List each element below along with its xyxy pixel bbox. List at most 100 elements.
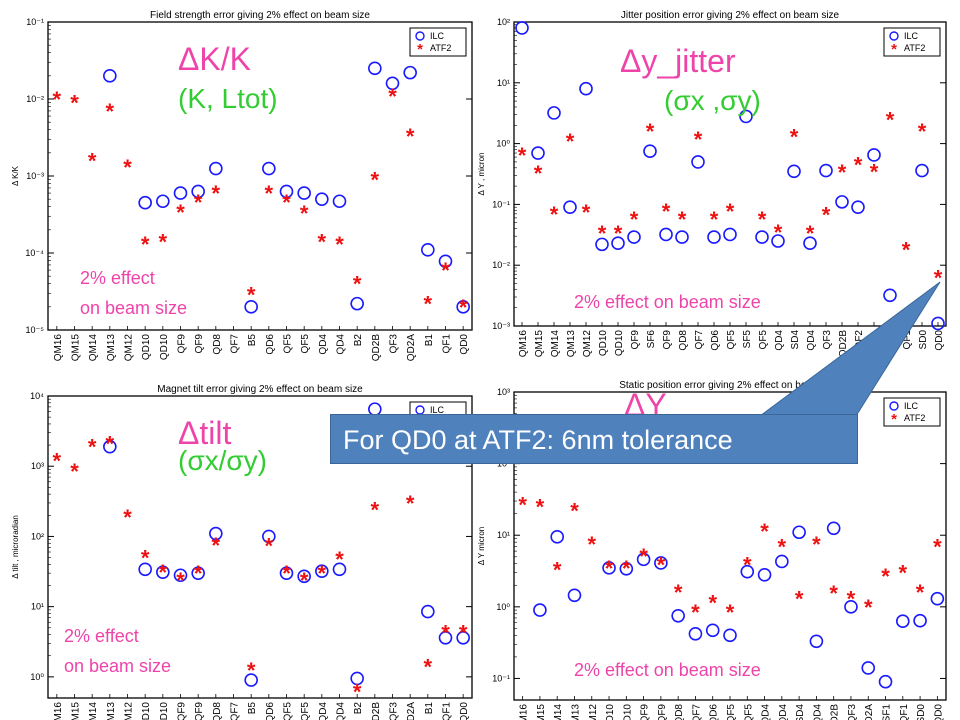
ilc-point — [156, 194, 170, 209]
atf2-point: * — [335, 232, 344, 257]
atf2-point: * — [141, 232, 150, 257]
y-tick-label: 10⁻⁵ — [26, 325, 45, 335]
annotation-note: 2% effect on beam size — [574, 660, 761, 680]
atf2-point: * — [829, 581, 838, 606]
x-tick-label: QM13 — [570, 704, 581, 720]
y-tick-label: 10⁻¹ — [492, 673, 510, 683]
ilc-point — [456, 300, 470, 314]
atf2-point: * — [570, 499, 579, 524]
ilc-point — [861, 661, 876, 675]
ilc-point — [315, 564, 329, 578]
ilc-point — [930, 591, 945, 606]
x-tick-label: QF7 — [691, 704, 702, 720]
x-tick-label: QM12 — [124, 702, 135, 720]
annotation-title: Δtilt — [178, 415, 231, 451]
ilc-point — [851, 200, 865, 214]
atf2-point: * — [822, 203, 831, 228]
y-tick-label: 10¹ — [497, 78, 510, 88]
x-tick-label: QD8 — [212, 702, 223, 720]
x-tick-label: SF6 — [646, 330, 657, 349]
annotation-title: ΔK/K — [178, 41, 251, 77]
x-tick-label: QD10 — [622, 704, 633, 720]
ilc-point — [659, 227, 673, 242]
x-tick-label: QD0 — [934, 330, 945, 351]
atf2-point: * — [691, 600, 700, 625]
ilc-point — [775, 554, 789, 569]
x-tick-label: QD4 — [774, 330, 785, 351]
atf2-point: * — [553, 558, 562, 583]
ilc-point — [643, 144, 657, 158]
y-tick-label: 10⁻³ — [26, 171, 44, 181]
x-tick-label: QM15 — [71, 702, 82, 720]
ilc-point — [297, 186, 311, 200]
ilc-point — [368, 61, 382, 76]
x-tick-label: QD2A — [406, 702, 417, 720]
y-tick-label: 10¹ — [497, 530, 510, 540]
ilc-point — [138, 562, 152, 577]
ilc-point — [671, 608, 685, 623]
x-tick-label: QM14 — [88, 334, 99, 362]
ilc-point — [350, 296, 364, 311]
atf2-point: * — [646, 119, 655, 144]
atf2-point: * — [70, 459, 79, 484]
x-tick-label: QD10 — [141, 334, 152, 361]
ilc-point — [547, 106, 561, 120]
x-tick-label: QD8 — [674, 704, 685, 720]
y-tick-label: 10² — [31, 531, 44, 541]
ilc-point — [533, 603, 547, 617]
x-tick-label: QM16 — [53, 702, 64, 720]
atf2-point: * — [622, 556, 631, 581]
atf2-point: * — [194, 561, 203, 586]
annotation-subtitle: (σx ,σy) — [664, 85, 761, 116]
annotation-title: Δy_jitter — [620, 43, 736, 79]
atf2-point: * — [918, 119, 927, 144]
x-tick-label: QM12 — [124, 334, 135, 362]
atf2-point: * — [459, 295, 468, 320]
x-tick-label: QF2 — [854, 330, 865, 350]
atf2-point: * — [88, 435, 97, 460]
ilc-point — [550, 530, 565, 544]
x-tick-label: QF5 — [283, 702, 294, 720]
ilc-point — [595, 237, 609, 252]
x-tick-label: QD10 — [598, 330, 609, 357]
ilc-point — [279, 566, 294, 580]
ilc-point — [385, 76, 400, 91]
ilc-point — [913, 613, 927, 628]
atf2-point: * — [662, 199, 671, 224]
ilc-point — [611, 236, 625, 251]
x-tick-label: QF3 — [389, 334, 400, 354]
ilc-point — [895, 614, 910, 629]
x-tick-label: QD10 — [605, 704, 616, 720]
x-tick-label: B1 — [424, 334, 435, 347]
ilc-point — [931, 316, 945, 331]
atf2-point: * — [424, 292, 433, 317]
atf2-point: * — [406, 124, 415, 149]
ilc-point — [844, 600, 858, 614]
atf2-point: * — [106, 99, 115, 124]
atf2-point: * — [282, 190, 291, 215]
legend-atf2-label: ATF2 — [430, 43, 451, 53]
x-tick-label: QF5 — [758, 330, 769, 350]
x-tick-label: QM15 — [534, 330, 545, 358]
y-tick-label: 10² — [497, 17, 510, 27]
ilc-point — [244, 673, 258, 687]
ilc-point — [173, 568, 188, 583]
atf2-point: * — [123, 505, 132, 530]
x-tick-label: QF5 — [726, 330, 737, 350]
ilc-point — [835, 195, 849, 209]
atf2-point: * — [678, 207, 687, 232]
chart-title: Jitter position error giving 2% effect o… — [621, 10, 840, 21]
atf2-point: * — [582, 200, 591, 225]
annotation-note-2: on beam size — [64, 656, 171, 676]
ilc-point — [209, 526, 223, 541]
y-tick-label: 10¹ — [31, 602, 44, 612]
y-axis-label: Δ tilt , microradian — [11, 515, 20, 579]
atf2-point: * — [371, 498, 380, 523]
atf2-point: * — [247, 282, 256, 307]
ilc-point — [602, 561, 616, 575]
atf2-point: * — [459, 620, 468, 645]
atf2-point: * — [694, 127, 703, 152]
atf2-point: * — [265, 181, 274, 206]
atf2-point: * — [598, 221, 607, 246]
legend-ilc-label: ILC — [904, 401, 919, 411]
